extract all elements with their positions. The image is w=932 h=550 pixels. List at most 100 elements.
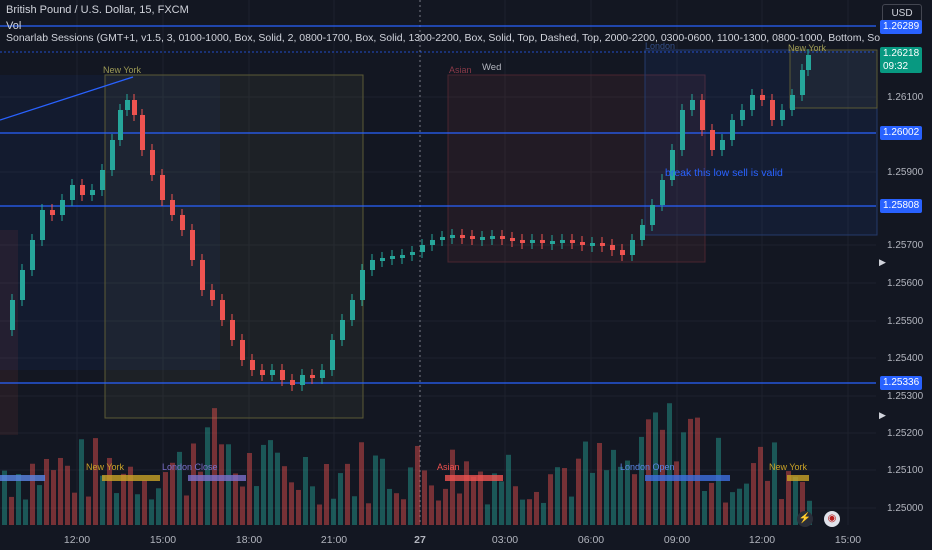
- volume-bar: [569, 496, 574, 525]
- candle-body: [550, 241, 555, 244]
- candle-body: [260, 370, 265, 375]
- candle-body: [200, 260, 205, 290]
- current-price: 1.26218: [883, 48, 920, 59]
- price-label-level-top: 1.26289: [880, 20, 923, 34]
- session-bottom-london-close: London Close: [162, 462, 218, 472]
- volume-bar: [625, 460, 630, 525]
- volume-bar: [79, 439, 84, 525]
- volume-bar: [408, 467, 413, 525]
- volume-bar: [107, 457, 112, 525]
- candle-body: [650, 205, 655, 225]
- session-label-newyork: New York: [103, 65, 142, 75]
- time-tick: 03:00: [491, 534, 519, 546]
- volume-bar: [597, 442, 602, 525]
- volume-bar: [352, 496, 357, 525]
- volume-bar: [191, 443, 196, 525]
- scroll-arrow-icon[interactable]: ▶: [879, 257, 886, 267]
- volume-bar: [170, 462, 175, 525]
- volume-indicator-label[interactable]: Vol: [6, 20, 22, 32]
- candle-body: [310, 375, 315, 378]
- candle-body: [100, 170, 105, 190]
- volume-bar: [800, 481, 805, 525]
- volume-bar: [464, 461, 469, 525]
- volume-bar: [100, 475, 105, 525]
- session-bottom-newyork: New York: [86, 462, 125, 472]
- volume-bar: [548, 474, 553, 525]
- candle-body: [210, 290, 215, 300]
- session-box-left: [0, 230, 18, 435]
- bar-countdown: 09:32: [883, 61, 909, 72]
- candle-body: [430, 240, 435, 245]
- volume-bar: [534, 491, 539, 525]
- candle-body: [580, 242, 585, 245]
- volume-bar: [590, 472, 595, 525]
- volume-bar: [184, 495, 189, 525]
- candle-body: [270, 370, 275, 375]
- volume-bar: [310, 486, 315, 525]
- volume-bar: [373, 455, 378, 525]
- candle-body: [290, 380, 295, 385]
- candle-body: [630, 240, 635, 255]
- sessions-indicator-label[interactable]: Sonarlab Sessions (GMT+1, v1.5, 3, 0100-…: [6, 32, 881, 44]
- price-label-level-3: 1.25808: [880, 199, 923, 213]
- volume-bar: [499, 481, 504, 525]
- candle-body: [125, 100, 130, 110]
- session-label-london: London: [645, 41, 676, 51]
- time-tick: 06:00: [577, 534, 605, 546]
- candle-body: [80, 185, 85, 195]
- volume-bar: [226, 444, 231, 525]
- price-label-level-4: 1.25336: [880, 376, 923, 390]
- candle-body: [710, 130, 715, 150]
- session-bar: [787, 475, 809, 481]
- volume-bar: [793, 476, 798, 525]
- session-label-asian: Asian: [449, 65, 472, 75]
- candle-body: [440, 237, 445, 240]
- volume-bar: [93, 438, 98, 525]
- scroll-arrow-icon[interactable]: ▶: [879, 410, 886, 420]
- candle-body: [510, 238, 515, 241]
- price-tick: 1.25300: [887, 391, 924, 402]
- volume-bar: [23, 499, 28, 525]
- lightning-icon[interactable]: ⚡: [797, 511, 813, 527]
- candle-body: [610, 245, 615, 250]
- candle-body: [450, 235, 455, 238]
- volume-bar: [142, 480, 147, 525]
- trend-line: [0, 76, 134, 121]
- volume-bar: [128, 466, 133, 525]
- session-bottom-london-open: London Open: [620, 462, 675, 472]
- volume-bar: [758, 446, 763, 525]
- time-tick: 18:00: [235, 534, 263, 546]
- volume-bar: [716, 437, 721, 525]
- volume-bar: [198, 471, 203, 525]
- volume-bar: [737, 488, 742, 525]
- price-tick: 1.25700: [887, 240, 924, 251]
- volume-bar: [583, 441, 588, 525]
- candle-body: [50, 210, 55, 215]
- volume-bar: [632, 474, 637, 525]
- volume-bar: [450, 449, 455, 525]
- us-flag-icon[interactable]: ◉: [824, 511, 840, 527]
- candle-body: [340, 320, 345, 340]
- candle-body: [800, 70, 805, 95]
- volume-bar: [366, 503, 371, 525]
- candle-body: [620, 250, 625, 255]
- candle-body: [790, 95, 795, 110]
- candle-body: [750, 95, 755, 110]
- volume-bar: [639, 436, 644, 525]
- volume-bar: [2, 470, 7, 525]
- volume-bar: [730, 492, 735, 525]
- volume-bar: [121, 473, 126, 525]
- candle-body: [40, 210, 45, 240]
- time-tick: 09:00: [663, 534, 691, 546]
- chart-annotation[interactable]: break this low sell is valid: [665, 167, 783, 179]
- candle-body: [230, 320, 235, 340]
- volume-bar: [135, 494, 140, 525]
- candle-body: [20, 270, 25, 300]
- candle-body: [500, 236, 505, 239]
- candle-body: [680, 110, 685, 150]
- volume-bar: [415, 445, 420, 525]
- symbol-title[interactable]: British Pound / U.S. Dollar, 15, FXCM: [6, 4, 189, 16]
- volume-bar: [485, 504, 490, 525]
- candle-body: [180, 215, 185, 230]
